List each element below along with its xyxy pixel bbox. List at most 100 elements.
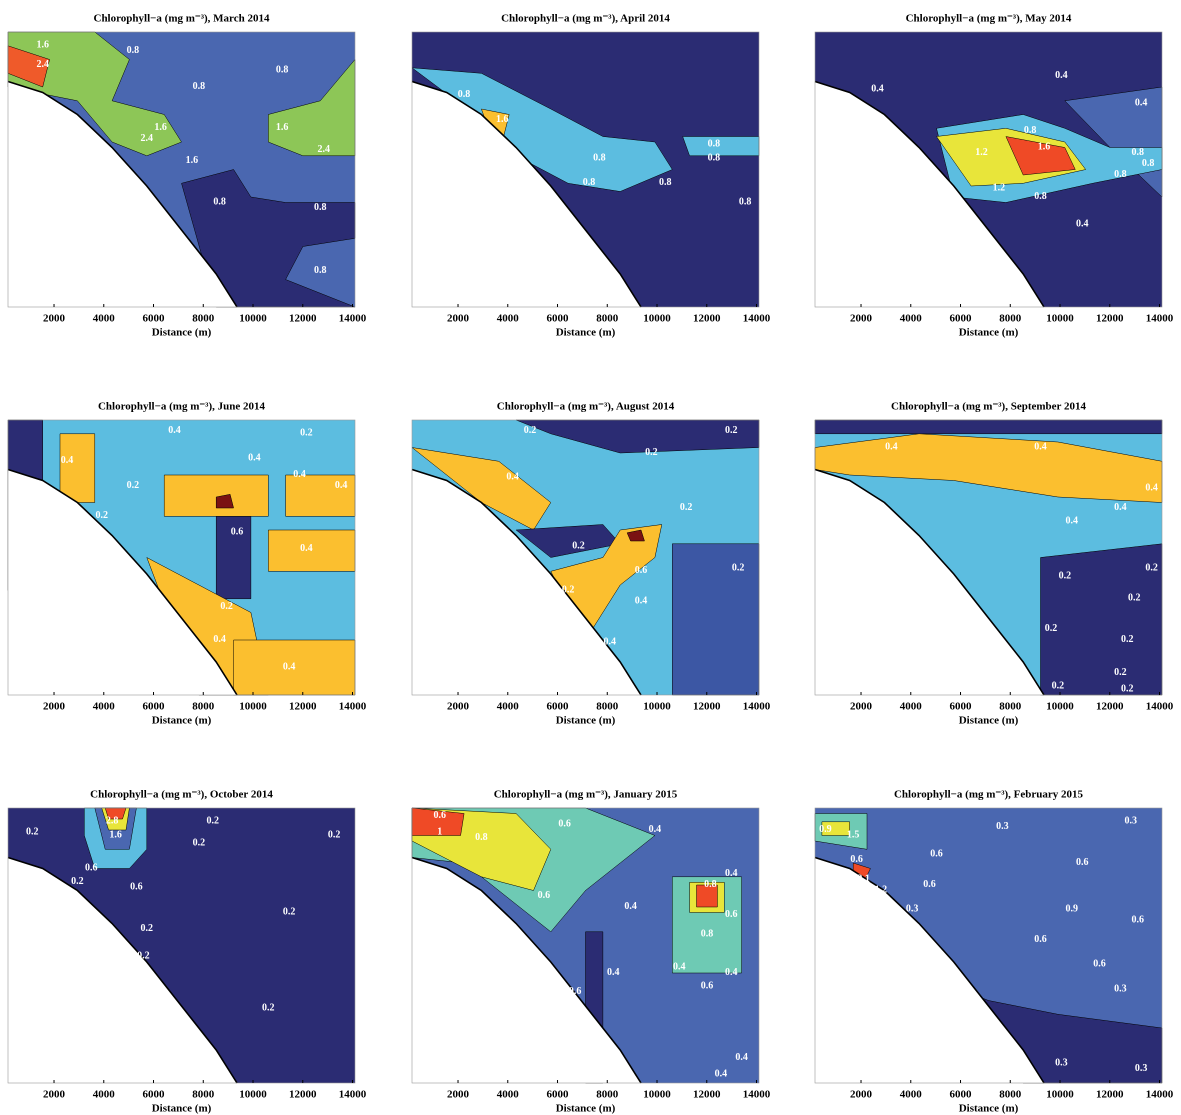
- contour-label: 0.8: [701, 928, 714, 939]
- x-tick-label: 6000: [143, 701, 166, 713]
- figure: Chlorophyll−a (mg m⁻³), March 2014 Distan…: [0, 0, 1181, 1115]
- x-tick-label: 12000: [289, 313, 317, 325]
- contour-label: 0.6: [1131, 915, 1144, 926]
- x-tick-label: 12000: [693, 313, 721, 325]
- x-tick-label: 2000: [447, 1089, 470, 1101]
- x-tick-label: 2000: [447, 313, 470, 325]
- contour-label: 0.8: [704, 879, 717, 890]
- x-tick-label: 6000: [547, 313, 570, 325]
- x-tick-label: 14000: [743, 701, 771, 713]
- contour-label: 0.2: [206, 816, 219, 827]
- contour-label: 0.4: [1145, 483, 1158, 494]
- contour-fill: [672, 544, 759, 695]
- contour-label: 0.2: [1145, 562, 1158, 573]
- x-tick-label: 14000: [1146, 1089, 1174, 1101]
- contour-label: 0.6: [538, 890, 551, 901]
- contour-label: 2.4: [318, 144, 331, 155]
- x-tick-label: 2000: [850, 313, 873, 325]
- contour-label: 0.6: [231, 527, 244, 538]
- contour-label: 0.3: [1114, 983, 1127, 994]
- contour-label: 0.2: [1121, 683, 1134, 694]
- x-tick-label: 2000: [850, 1089, 873, 1101]
- contour-label: 0.2: [732, 562, 745, 573]
- contour-label: 0.6: [130, 882, 143, 893]
- contour-label: 0.2: [328, 829, 341, 840]
- contour-label: 2.1: [857, 873, 870, 884]
- contour-label: 1.6: [109, 829, 122, 840]
- contour-label: 0.6: [725, 909, 738, 920]
- contour-label: 0.2: [1045, 623, 1058, 634]
- x-tick-label: 6000: [547, 1089, 570, 1101]
- chart-title: Chlorophyll−a (mg m⁻³), April 2014: [501, 13, 670, 25]
- contour-fill: [815, 420, 1162, 434]
- contour-label: 0.6: [569, 986, 582, 997]
- x-tick-label: 6000: [950, 701, 973, 713]
- contour-label: 0.8: [708, 152, 721, 163]
- contour-label: 0.8: [127, 45, 140, 56]
- x-tick-label: 6000: [950, 1089, 973, 1101]
- x-tick-label: 6000: [143, 313, 166, 325]
- x-axis-label: Distance (m): [959, 715, 1019, 727]
- contour-panel: Chlorophyll−a (mg m⁻³), April 2014 Distan…: [412, 13, 771, 339]
- x-tick-label: 12000: [1096, 1089, 1124, 1101]
- x-tick-label: 2000: [850, 701, 873, 713]
- contour-label: 0.8: [1034, 191, 1047, 202]
- contour-label: 0.6: [1034, 934, 1047, 945]
- x-tick-label: 14000: [1146, 701, 1174, 713]
- contour-label: 0.2: [193, 838, 206, 849]
- chart-title: Chlorophyll−a (mg m⁻³), January 2015: [494, 789, 678, 801]
- contour-label: 0.8: [593, 152, 606, 163]
- contour-label: 1.6: [496, 114, 509, 125]
- x-axis-label: Distance (m): [959, 327, 1019, 339]
- contour-panel: Chlorophyll−a (mg m⁻³), March 2014Distan…: [8, 13, 367, 339]
- contour-panel: Chlorophyll−a (mg m⁻³), October 2014Dist…: [8, 789, 367, 1115]
- chart-title: Chlorophyll−a (mg m⁻³), October 2014: [90, 789, 273, 801]
- contour-label: 0.2: [572, 540, 585, 551]
- contour-label: 2.4: [36, 59, 49, 70]
- chart-title: Chlorophyll−a (mg m⁻³), September 2014: [891, 401, 1086, 413]
- contour-label: 0.3: [1135, 1063, 1148, 1074]
- x-tick-label: 14000: [339, 313, 367, 325]
- contour-label: 0.4: [293, 469, 306, 480]
- contour-label: 0.4: [1114, 502, 1127, 513]
- contour-label: 0.4: [61, 455, 74, 466]
- contour-label: 0.3: [996, 821, 1009, 832]
- contour-label: 0.6: [635, 565, 648, 576]
- contour-panel: Chlorophyll−a (mg m⁻³), August 2014Dista…: [412, 401, 771, 727]
- contour-label: 1.2: [993, 183, 1006, 194]
- contour-label: 0.4: [607, 967, 620, 978]
- contour-label: 0.6: [1076, 857, 1089, 868]
- x-axis-label: Distance (m): [556, 715, 616, 727]
- x-tick-label: 4000: [497, 313, 520, 325]
- contour-panel: Chlorophyll−a (mg m⁻³), January 2015Dist…: [412, 789, 771, 1115]
- x-tick-label: 14000: [339, 701, 367, 713]
- contour-label: 0.9: [1066, 904, 1079, 915]
- x-tick-label: 8000: [596, 701, 619, 713]
- contour-label: 0.6: [930, 849, 943, 860]
- x-tick-label: 4000: [93, 1089, 116, 1101]
- contour-label: 0.6: [558, 818, 571, 829]
- x-tick-label: 4000: [900, 1089, 923, 1101]
- chart-title: Chlorophyll−a (mg m⁻³), March 2014: [94, 13, 270, 25]
- contour-label: 0.8: [739, 196, 752, 207]
- contour-label: 0.4: [300, 543, 313, 554]
- x-tick-label: 12000: [1096, 701, 1124, 713]
- x-tick-label: 10000: [643, 1089, 671, 1101]
- contour-label: 0.4: [715, 1069, 728, 1080]
- contour-label: 0.3: [1125, 816, 1138, 827]
- contour-label: 2.8: [106, 816, 119, 827]
- x-tick-label: 10000: [1046, 701, 1074, 713]
- x-tick-label: 4000: [497, 1089, 520, 1101]
- contour-label: 0.3: [906, 904, 919, 915]
- contour-label: 0.4: [871, 84, 884, 95]
- x-tick-label: 2000: [43, 1089, 66, 1101]
- x-tick-label: 8000: [192, 313, 215, 325]
- contour-label: 0.8: [583, 177, 596, 188]
- contour-label: 0.4: [649, 824, 662, 835]
- x-axis-label: Distance (m): [556, 327, 616, 339]
- contour-label: 0.8: [1131, 147, 1144, 158]
- contour-label: 0.3: [1055, 1058, 1068, 1069]
- x-tick-label: 8000: [596, 313, 619, 325]
- contour-label: 0.8: [659, 177, 672, 188]
- contour-label: 0.2: [1114, 667, 1127, 678]
